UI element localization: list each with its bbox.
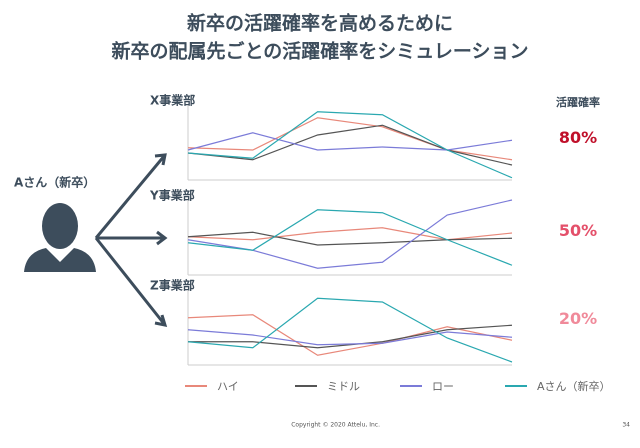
department-title: Y事業部 — [149, 188, 195, 203]
probability-header: 活躍確率 — [556, 95, 600, 109]
series-line — [187, 117, 513, 161]
legend-label: ハイ — [217, 380, 239, 393]
series-line — [187, 199, 513, 269]
series-line — [187, 132, 513, 151]
person-label: Aさん（新卒） — [14, 175, 95, 190]
arrows — [94, 153, 168, 327]
title-line: 新卒の活躍確率を高めるために — [187, 12, 453, 35]
department-title: Z事業部 — [150, 278, 195, 293]
copyright: Copyright © 2020 Attelu, Inc. — [291, 422, 380, 429]
page-number: 34 — [622, 422, 630, 429]
department-title: X事業部 — [150, 93, 195, 108]
legend-label: ミドル — [327, 380, 360, 393]
series-line — [188, 324, 513, 349]
probability: 50% — [559, 221, 597, 240]
legend-label: Aさん（新卒） — [537, 379, 611, 393]
person-icon — [24, 203, 96, 272]
probability: 20% — [559, 309, 597, 328]
series-line — [187, 231, 513, 246]
series-line — [187, 111, 513, 179]
series-line — [187, 209, 513, 266]
legend-label: ロー — [432, 380, 454, 393]
series-line — [187, 124, 513, 166]
series-line — [187, 297, 513, 363]
series-line — [187, 227, 513, 241]
probability: 80% — [559, 128, 597, 147]
series-line — [187, 314, 513, 356]
title-line: 新卒の配属先ごとの活躍確率をシミュレーション — [111, 40, 528, 63]
series-line — [187, 329, 513, 346]
